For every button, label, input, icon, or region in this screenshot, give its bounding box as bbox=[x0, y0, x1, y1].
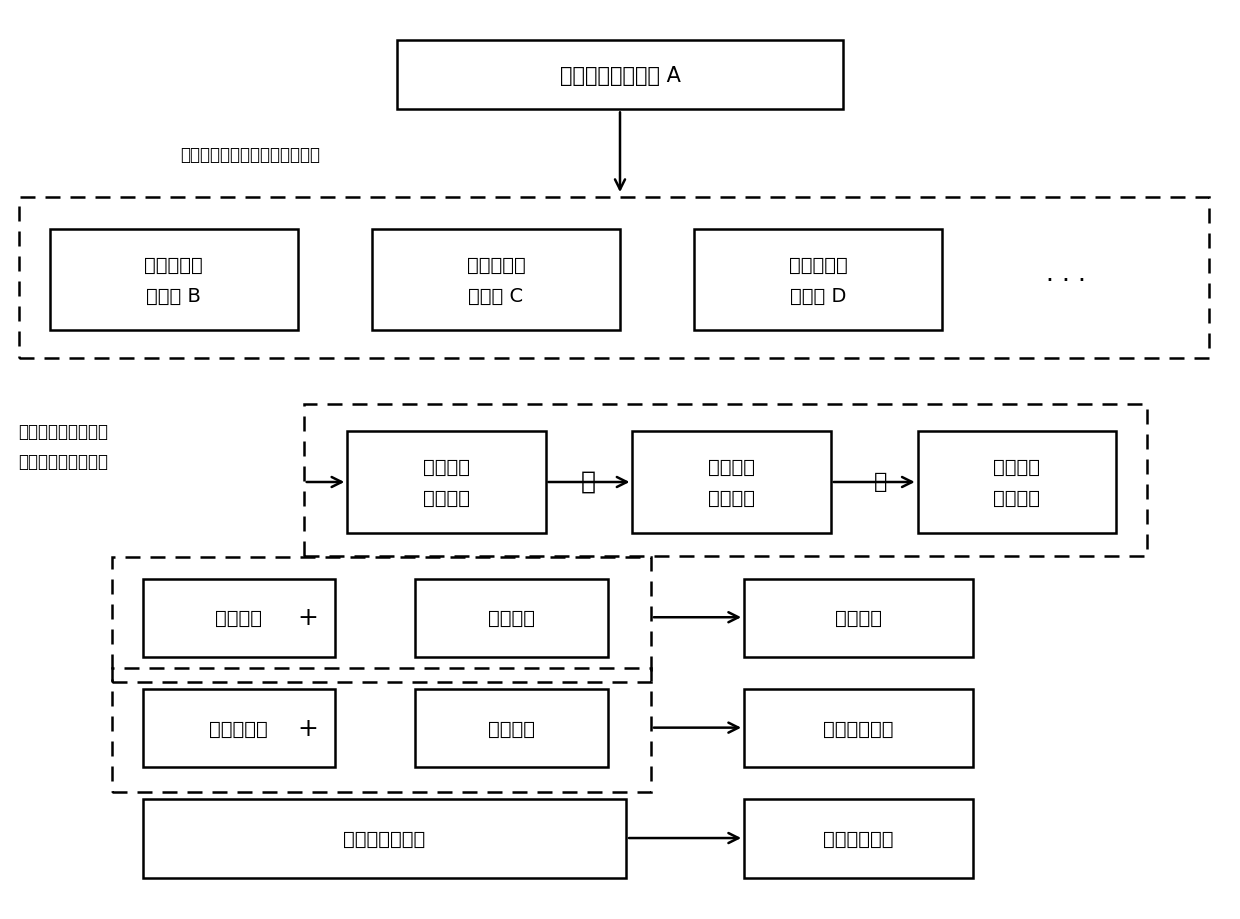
Bar bbox=[304, 404, 1147, 556]
Bar bbox=[112, 558, 651, 682]
Bar bbox=[918, 432, 1116, 533]
Bar bbox=[744, 579, 973, 657]
Text: 根据各营养级中物种: 根据各营养级中物种 bbox=[19, 423, 109, 441]
Text: 最佳修复时间: 最佳修复时间 bbox=[823, 719, 894, 738]
Bar bbox=[347, 432, 546, 533]
Text: 各物种实
际生物量: 各物种实 际生物量 bbox=[708, 458, 755, 507]
Text: 生态习性: 生态习性 bbox=[489, 608, 534, 628]
Text: 地理环境: 地理环境 bbox=[216, 608, 262, 628]
Text: 各物种理
论生物量: 各物种理 论生物量 bbox=[423, 458, 470, 507]
Text: · · ·: · · · bbox=[1047, 268, 1086, 292]
Text: 第二营养级
生物量 B: 第二营养级 生物量 B bbox=[144, 255, 203, 305]
Bar bbox=[415, 689, 608, 767]
Text: 生物生存: 生物生存 bbox=[489, 719, 534, 738]
Text: 根据各营养级的生物量比例关系: 根据各营养级的生物量比例关系 bbox=[180, 145, 320, 164]
Text: 各物种引
入生物量: 各物种引 入生物量 bbox=[993, 458, 1040, 507]
Bar bbox=[143, 689, 335, 767]
Text: 初级生产力: 初级生产力 bbox=[210, 719, 268, 738]
Text: 第三营养级
生物量 C: 第三营养级 生物量 C bbox=[466, 255, 526, 305]
Text: +: + bbox=[298, 716, 317, 740]
Bar bbox=[397, 41, 843, 110]
Bar bbox=[415, 579, 608, 657]
Text: －: － bbox=[580, 470, 595, 494]
Bar bbox=[50, 230, 298, 331]
Bar bbox=[744, 800, 973, 878]
Text: 物种引入次序: 物种引入次序 bbox=[823, 829, 894, 848]
Bar bbox=[112, 668, 651, 792]
Text: 第一营养级生物量 A: 第一营养级生物量 A bbox=[559, 66, 681, 85]
Bar bbox=[19, 198, 1209, 358]
Bar bbox=[143, 579, 335, 657]
Text: 引入地点: 引入地点 bbox=[836, 608, 882, 628]
Bar bbox=[694, 230, 942, 331]
Text: +: + bbox=[298, 606, 317, 630]
Text: 各物种的繁殖期: 各物种的繁殖期 bbox=[343, 829, 425, 848]
Bar bbox=[372, 230, 620, 331]
Text: 第四营养级
生物量 D: 第四营养级 生物量 D bbox=[789, 255, 848, 305]
Bar bbox=[744, 689, 973, 767]
Bar bbox=[143, 800, 626, 878]
Bar bbox=[632, 432, 831, 533]
Text: ＝: ＝ bbox=[874, 471, 887, 492]
Text: 间的生物量比例关系: 间的生物量比例关系 bbox=[19, 452, 109, 471]
